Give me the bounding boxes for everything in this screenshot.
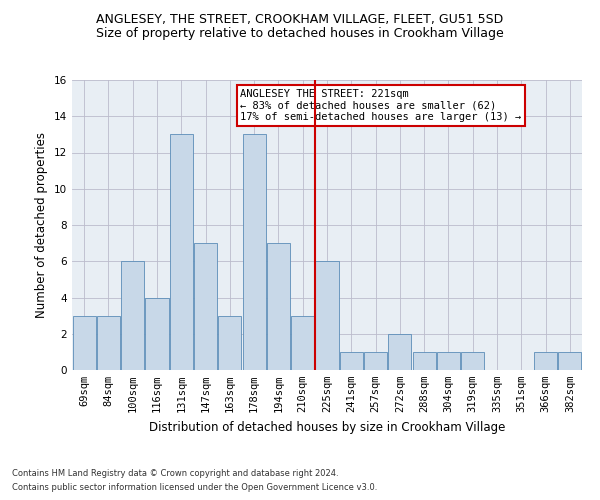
Bar [437, 352, 460, 370]
Bar [559, 352, 581, 370]
X-axis label: Distribution of detached houses by size in Crookham Village: Distribution of detached houses by size … [149, 420, 505, 434]
Y-axis label: Number of detached properties: Number of detached properties [35, 132, 49, 318]
Bar [388, 334, 412, 370]
Bar [267, 243, 290, 370]
Text: Contains HM Land Registry data © Crown copyright and database right 2024.: Contains HM Land Registry data © Crown c… [12, 468, 338, 477]
Bar [97, 316, 120, 370]
Bar [316, 261, 338, 370]
Bar [364, 352, 387, 370]
Bar [121, 261, 144, 370]
Text: Contains public sector information licensed under the Open Government Licence v3: Contains public sector information licen… [12, 484, 377, 492]
Bar [242, 134, 266, 370]
Bar [291, 316, 314, 370]
Bar [461, 352, 484, 370]
Bar [145, 298, 169, 370]
Text: ANGLESEY THE STREET: 221sqm
← 83% of detached houses are smaller (62)
17% of sem: ANGLESEY THE STREET: 221sqm ← 83% of det… [240, 88, 521, 122]
Bar [413, 352, 436, 370]
Bar [534, 352, 557, 370]
Text: ANGLESEY, THE STREET, CROOKHAM VILLAGE, FLEET, GU51 5SD: ANGLESEY, THE STREET, CROOKHAM VILLAGE, … [97, 12, 503, 26]
Bar [218, 316, 241, 370]
Bar [73, 316, 95, 370]
Bar [194, 243, 217, 370]
Bar [340, 352, 363, 370]
Bar [170, 134, 193, 370]
Text: Size of property relative to detached houses in Crookham Village: Size of property relative to detached ho… [96, 28, 504, 40]
